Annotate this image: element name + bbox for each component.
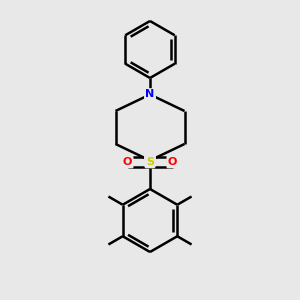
Text: N: N: [146, 89, 154, 100]
Text: N: N: [146, 155, 154, 166]
Text: O: O: [168, 157, 177, 167]
Text: O: O: [123, 157, 132, 167]
Text: S: S: [146, 157, 154, 167]
